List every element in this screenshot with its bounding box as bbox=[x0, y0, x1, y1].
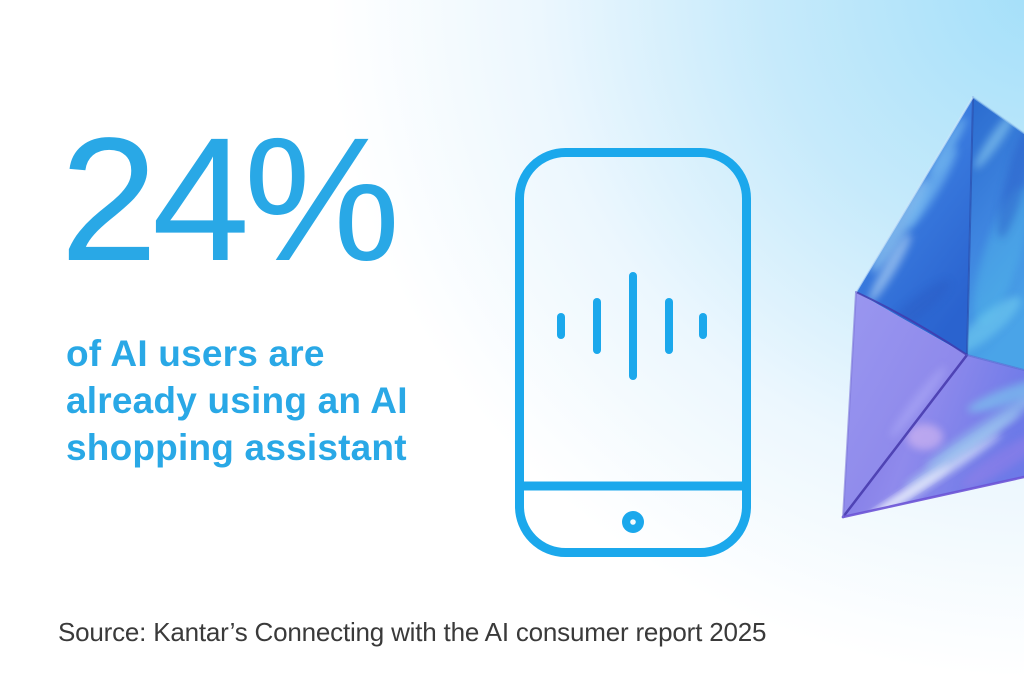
audio-waveform-icon bbox=[557, 272, 707, 380]
home-button-icon bbox=[622, 511, 644, 533]
crystal-face-upper-left bbox=[856, 97, 973, 355]
crystal-face-matte-purple bbox=[843, 292, 967, 517]
stat-description-line-2: already using an AI bbox=[66, 380, 408, 421]
stat-description: of AI users are already using an AI shop… bbox=[66, 330, 408, 471]
crystal-foil-streaks-bottom bbox=[849, 377, 1024, 517]
phone-body-outline bbox=[515, 148, 751, 557]
crystal-faces bbox=[843, 97, 1024, 517]
crystal-face-right bbox=[967, 97, 1024, 370]
stat-value: 24% bbox=[60, 102, 400, 298]
crystal-foil-streaks-upper bbox=[868, 117, 967, 340]
crystal-face-bottom-foil bbox=[843, 355, 1024, 517]
crystal-edges bbox=[841, 96, 1024, 519]
crystal-matte-sheen bbox=[889, 366, 947, 438]
crystal-foil-streaks-right bbox=[967, 111, 1024, 354]
stat-description-line-1: of AI users are bbox=[66, 333, 325, 374]
stat-description-line-3: shopping assistant bbox=[66, 427, 407, 468]
source-attribution: Source: Kantar’s Connecting with the AI … bbox=[58, 617, 767, 647]
